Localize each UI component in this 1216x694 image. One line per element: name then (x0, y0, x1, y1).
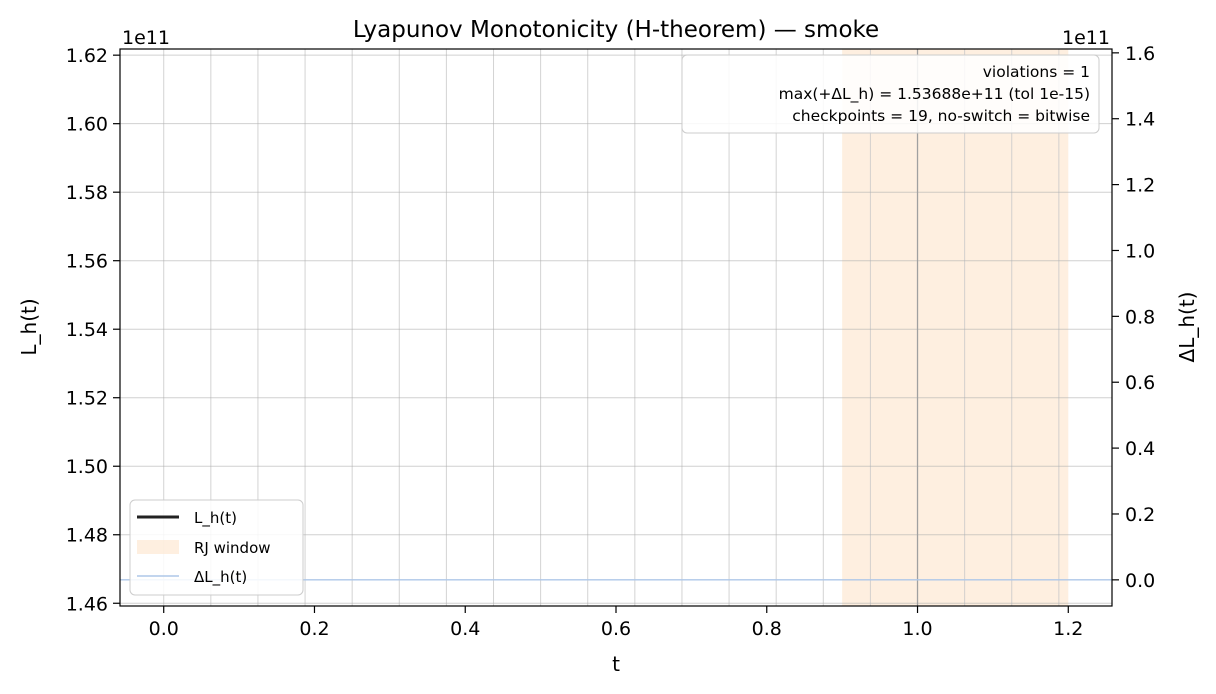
checkpoint-lines (163, 49, 1060, 606)
y-tick-label: 1.60 (66, 114, 108, 136)
stats-annotation-box (681, 54, 1100, 134)
y2-tick-label: 0.0 (1125, 570, 1155, 592)
stats-line-max-delta: max(+ΔL_h) = 1.53688e+11 (tol 1e-15) (779, 85, 1090, 104)
stats-line-violations: violations = 1 (983, 63, 1090, 81)
y-tick-label: 1.46 (66, 593, 108, 615)
x-tick-label: 0.8 (752, 618, 782, 640)
legend: L_h(t) RJ window ΔL_h(t) (129, 499, 304, 596)
y-tick-label: 1.58 (66, 182, 108, 204)
plot-area (120, 49, 1112, 606)
y-tick-label: 1.48 (66, 525, 108, 547)
legend-label-delta: ΔL_h(t) (194, 568, 247, 587)
y-tick-label: 1.54 (66, 319, 108, 341)
legend-box (129, 499, 304, 596)
y-axis-offset-text: 1e11 (122, 27, 170, 49)
stats-line-checkpoints: checkpoints = 19, no-switch = bitwise (792, 107, 1090, 125)
y2-tick-label: 0.6 (1125, 372, 1155, 394)
y2-axis-ticks: 0.0 0.2 0.4 0.6 0.8 1.0 1.2 1.4 1.6 (1112, 43, 1155, 592)
x-tick-label: 0.4 (450, 618, 480, 640)
y2-tick-label: 0.4 (1125, 438, 1155, 460)
y2-tick-label: 0.2 (1125, 504, 1155, 526)
legend-label-lh: L_h(t) (194, 509, 237, 528)
x-tick-label: 1.2 (1053, 618, 1083, 640)
x-axis-label: t (612, 652, 620, 676)
x-axis-ticks: 0.0 0.2 0.4 0.6 0.8 1.0 1.2 (149, 606, 1083, 640)
stats-annotation: violations = 1 max(+ΔL_h) = 1.53688e+11 … (681, 54, 1100, 134)
legend-swatch-rj-window (137, 540, 179, 554)
legend-label-rj-window: RJ window (194, 539, 271, 557)
y2-axis-label: ΔL_h(t) (1175, 292, 1199, 363)
y-tick-label: 1.52 (66, 388, 108, 410)
chart-title: Lyapunov Monotonicity (H-theorem) — smok… (353, 17, 879, 43)
y2-tick-label: 0.8 (1125, 306, 1155, 328)
y2-tick-label: 1.6 (1125, 43, 1155, 65)
x-tick-label: 0.0 (149, 618, 179, 640)
y2-tick-label: 1.4 (1125, 109, 1155, 131)
y2-axis-offset-text: 1e11 (1062, 27, 1110, 49)
y2-tick-label: 1.0 (1125, 240, 1155, 262)
y-tick-label: 1.56 (66, 251, 108, 273)
y-tick-label: 1.50 (66, 456, 108, 478)
y-axis-label: L_h(t) (17, 298, 41, 355)
y-axis-ticks: 1.46 1.48 1.50 1.52 1.54 1.56 1.58 1.60 1.62 (66, 45, 120, 615)
x-tick-label: 1.0 (902, 618, 932, 640)
x-tick-label: 0.6 (601, 618, 631, 640)
rj-window-span (842, 49, 1069, 606)
y-tick-label: 1.62 (66, 45, 108, 67)
x-tick-label: 0.2 (299, 618, 329, 640)
y2-tick-label: 1.2 (1125, 175, 1155, 197)
